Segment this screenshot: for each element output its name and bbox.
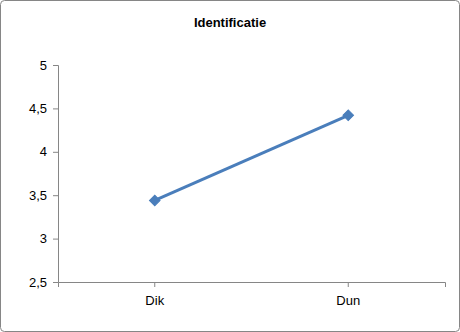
y-tick-mark [53, 108, 58, 109]
y-axis-line [53, 66, 59, 283]
x-tick-mark [154, 282, 155, 287]
x-tick: Dik [145, 282, 164, 308]
x-tick-label: Dun [336, 293, 360, 308]
x-axis-line [59, 283, 446, 288]
y-tick-label: 5 [40, 58, 47, 73]
y-tick-mark [53, 65, 58, 66]
line [155, 115, 349, 200]
x-tick-mark [348, 282, 349, 287]
x-tick-label: Dik [145, 293, 164, 308]
x-axis: Dik Dun [59, 282, 446, 308]
y-tick-mark [53, 282, 58, 283]
y-tick-label: 2,5 [29, 275, 47, 290]
y-tick-label: 3 [40, 231, 47, 246]
marker [343, 110, 354, 121]
y-tick-label: 3,5 [29, 188, 47, 203]
y-tick-label: 4 [40, 144, 47, 159]
x-tick: Dun [336, 282, 360, 308]
chart-border [1, 1, 460, 332]
y-tick-mark [53, 195, 58, 196]
y-tick: 2,5 [29, 275, 58, 290]
y-tick-mark [53, 239, 58, 240]
y-tick: 5 [40, 58, 58, 73]
y-tick: 3 [40, 231, 58, 246]
y-tick: 4,5 [29, 101, 58, 116]
plot: 2,5 3 3,5 4 4,5 5 Dik Dun [29, 58, 446, 309]
series [149, 110, 353, 206]
marker [149, 195, 160, 206]
y-tick-label: 4,5 [29, 101, 47, 116]
y-tick: 4 [40, 144, 58, 159]
y-tick: 3,5 [29, 188, 58, 203]
chart-title: Identificatie [194, 15, 266, 30]
y-tick-mark [53, 152, 58, 153]
chart: Identificatie 2,5 3 3,5 4 4,5 5 Dik Dun [0, 0, 460, 332]
y-axis: 2,5 3 3,5 4 4,5 5 [29, 58, 59, 290]
